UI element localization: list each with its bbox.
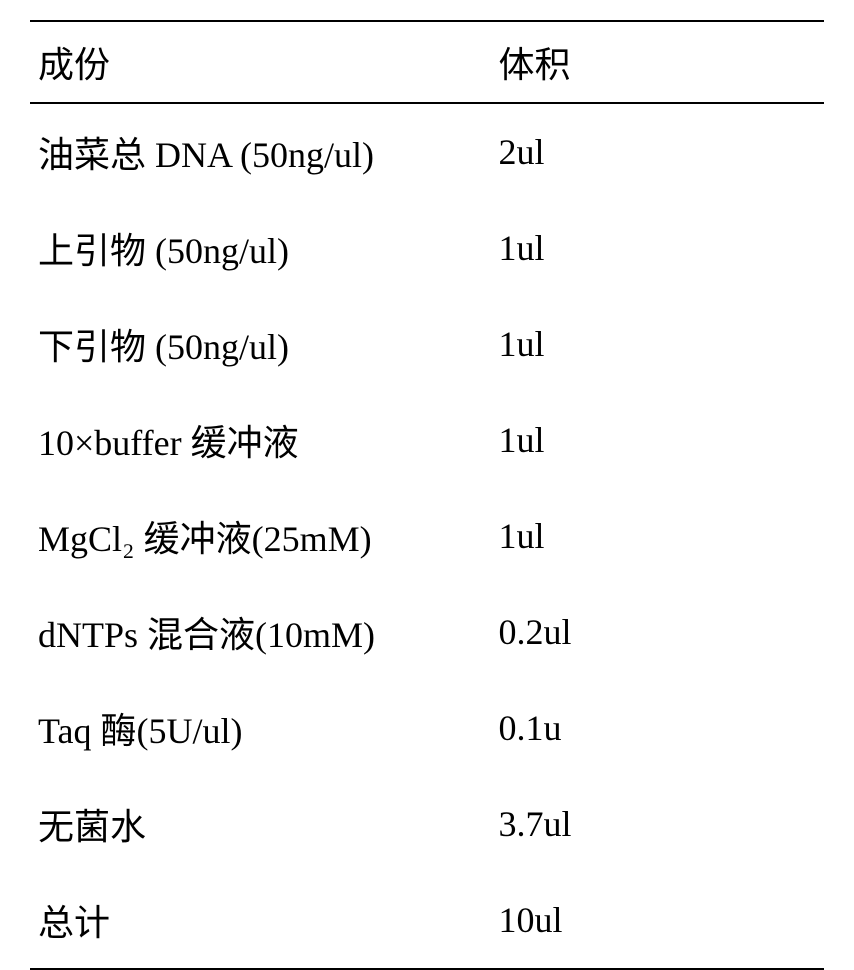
cell-component: MgCl₂ 缓冲液(25mM) [30, 488, 491, 584]
cell-volume: 1ul [491, 296, 824, 392]
cell-component: 10×buffer 缓冲液 [30, 392, 491, 488]
cell-volume: 0.1u [491, 680, 824, 776]
pcr-reagent-table-container: 成份 体积 油菜总 DNA (50ng/ul) 2ul 上引物 (50ng/ul… [0, 0, 854, 877]
table-row: Taq 酶(5U/ul) 0.1u [30, 680, 824, 776]
cell-volume: 3.7ul [491, 776, 824, 872]
table-row: MgCl₂ 缓冲液(25mM) 1ul [30, 488, 824, 584]
table-row: 上引物 (50ng/ul) 1ul [30, 200, 824, 296]
header-component: 成份 [30, 21, 491, 103]
cell-component: 下引物 (50ng/ul) [30, 296, 491, 392]
table-row: 油菜总 DNA (50ng/ul) 2ul [30, 103, 824, 200]
cell-volume: 2ul [491, 103, 824, 200]
cell-volume: 1ul [491, 200, 824, 296]
table-row: 总计 10ul [30, 872, 824, 969]
table-row: 无菌水 3.7ul [30, 776, 824, 872]
cell-component: 总计 [30, 872, 491, 969]
cell-component: 油菜总 DNA (50ng/ul) [30, 103, 491, 200]
header-volume: 体积 [491, 21, 824, 103]
cell-component: dNTPs 混合液(10mM) [30, 584, 491, 680]
table-header-row: 成份 体积 [30, 21, 824, 103]
table-row: 下引物 (50ng/ul) 1ul [30, 296, 824, 392]
cell-volume: 1ul [491, 392, 824, 488]
cell-component: Taq 酶(5U/ul) [30, 680, 491, 776]
cell-component: 上引物 (50ng/ul) [30, 200, 491, 296]
pcr-reagent-table: 成份 体积 油菜总 DNA (50ng/ul) 2ul 上引物 (50ng/ul… [30, 20, 824, 970]
cell-component: 无菌水 [30, 776, 491, 872]
cell-volume: 1ul [491, 488, 824, 584]
table-row: 10×buffer 缓冲液 1ul [30, 392, 824, 488]
cell-volume: 0.2ul [491, 584, 824, 680]
cell-volume: 10ul [491, 872, 824, 969]
table-row: dNTPs 混合液(10mM) 0.2ul [30, 584, 824, 680]
